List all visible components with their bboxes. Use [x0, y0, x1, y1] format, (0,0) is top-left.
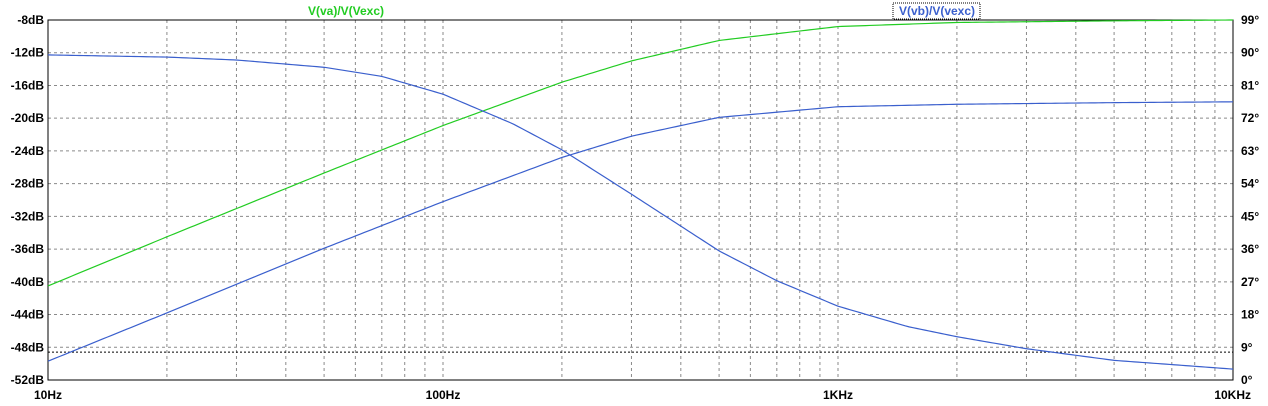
y-tick-right: 27° [1241, 275, 1259, 289]
y-tick-left: -28dB [11, 177, 45, 191]
series [47, 19, 1234, 370]
series-line-0 [47, 19, 1234, 287]
series-line-1 [47, 101, 1234, 362]
y-tick-left: -32dB [11, 209, 45, 223]
x-tick-label: 100Hz [426, 388, 461, 402]
y-tick-left: -24dB [11, 144, 45, 158]
trace-label-va[interactable]: V(va)/V(Vexc) [308, 4, 384, 18]
series-line-2 [47, 54, 1234, 370]
y-tick-right: 18° [1241, 308, 1259, 322]
y-tick-right: 90° [1241, 46, 1259, 60]
trace-labels[interactable]: V(va)/V(Vexc) V(vb)/V(vexc) [308, 2, 981, 20]
y-tick-left: -36dB [11, 242, 45, 256]
trace-label-vb[interactable]: V(vb)/V(vexc) [899, 4, 975, 18]
trace-label-focus-box [892, 2, 981, 20]
x-tick-label: 10Hz [34, 388, 62, 402]
y-tick-left: -20dB [11, 111, 45, 125]
y-tick-right: 36° [1241, 242, 1259, 256]
y-tick-left: -44dB [11, 308, 45, 322]
y-tick-right: 72° [1241, 111, 1259, 125]
y-tick-left: -8dB [17, 13, 44, 27]
axis-labels: -8dB -12dB -16dB -20dB -24dB -28dB -32dB -36dB -… [11, 13, 1260, 402]
y-tick-left: -12dB [11, 46, 45, 60]
y-tick-right: 81° [1241, 78, 1259, 92]
y-tick-left: -40dB [11, 275, 45, 289]
plot-frame [47, 19, 1234, 381]
y-tick-left: -52dB [11, 373, 45, 387]
y-tick-right: 0° [1241, 373, 1253, 387]
y-tick-right: 99° [1241, 13, 1259, 27]
x-tick-label: 10KHz [1214, 388, 1251, 402]
y-tick-right: 54° [1241, 177, 1259, 191]
y-tick-right: 63° [1241, 144, 1259, 158]
y-tick-right: 45° [1241, 209, 1259, 223]
y-tick-left: -48dB [11, 340, 45, 354]
y-tick-right: 9° [1241, 340, 1253, 354]
x-tick-label: 1KHz [823, 388, 853, 402]
y-tick-left: -16dB [11, 78, 45, 92]
